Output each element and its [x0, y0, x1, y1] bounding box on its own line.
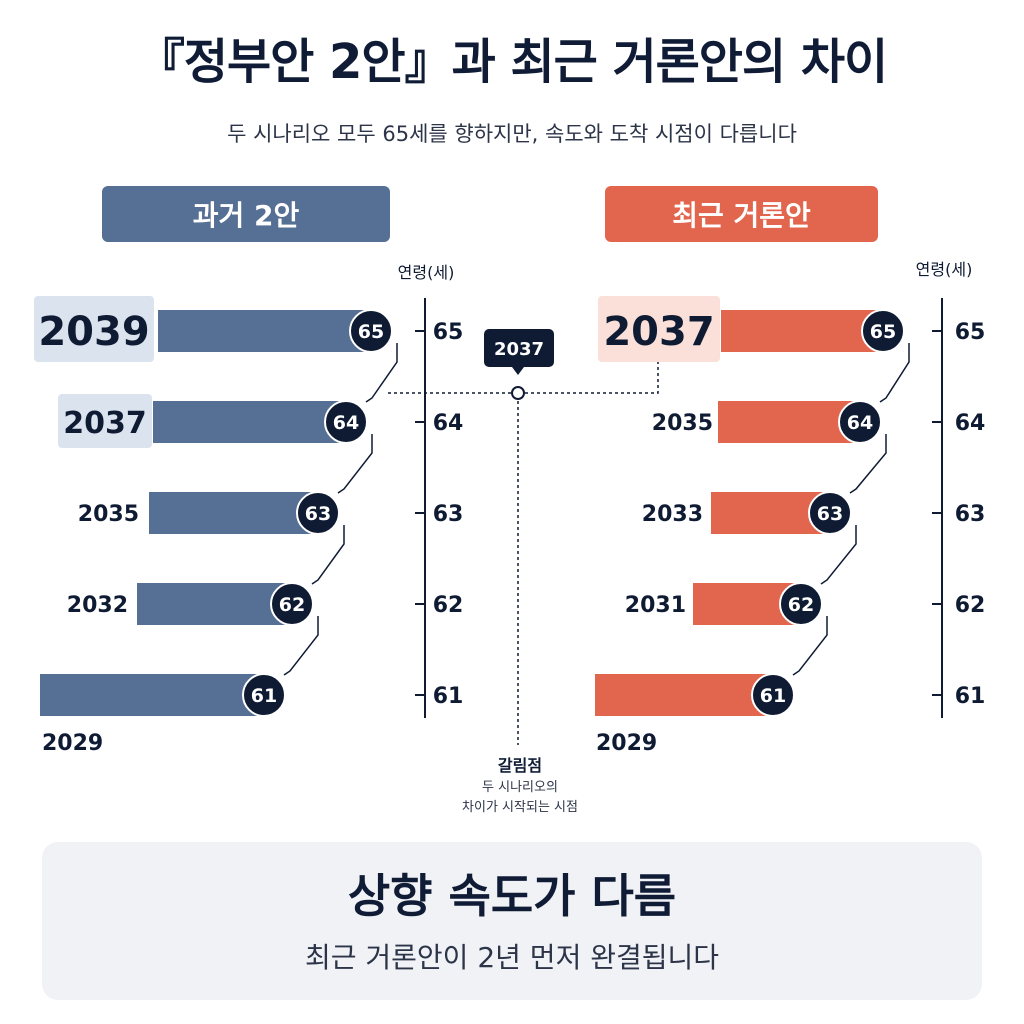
right-bar-2037	[721, 310, 887, 352]
divergence-line-right	[525, 362, 659, 394]
summary-subtitle: 최근 거론안이 2년 먼저 완결됩니다	[304, 941, 720, 974]
right-step-connector-1	[820, 525, 857, 585]
right-highlight-box-2037	[598, 296, 720, 362]
right-age-badge-label-2035: 64	[847, 412, 873, 434]
left-axis-label: 연령(세)	[398, 263, 455, 282]
left-year-label-2035: 2035	[78, 502, 139, 527]
left-age-badge-label-2037: 64	[333, 412, 359, 434]
right-year-label-2031: 2031	[625, 593, 686, 618]
left-age-badge-label-2035: 63	[305, 503, 331, 525]
divergence-note-line1: 두 시나리오의	[482, 780, 558, 795]
left-tick-label-63: 63	[433, 502, 464, 527]
right-step-connector-2	[849, 434, 887, 494]
left-age-badge-label-2039: 65	[358, 321, 384, 343]
page-subtitle: 두 시나리오 모두 65세를 향하지만, 속도와 도착 시점이 다릅니다	[227, 122, 797, 146]
right-year-label-2033: 2033	[642, 502, 703, 527]
left-bar-2035	[149, 492, 322, 534]
left-secondary-highlight-2037	[58, 394, 152, 448]
left-age-badge-2032	[270, 582, 314, 626]
page-title: 『정부안 2안』과 최근 거론안의 차이	[136, 34, 888, 90]
left-age-badge-2029	[242, 673, 286, 717]
right-age-badge-2031	[779, 582, 823, 626]
right-age-badge-label-2031: 62	[788, 594, 814, 616]
divergence-point-marker	[511, 386, 525, 400]
left-age-badge-2037	[324, 400, 368, 444]
right-step-connector-3	[879, 343, 910, 403]
left-step-connector-1	[311, 525, 345, 585]
right-age-badge-label-2037: 65	[870, 321, 896, 343]
left-year-label-2029: 2029	[42, 731, 103, 756]
divergence-bubble-pointer	[512, 367, 524, 375]
right-age-badge-label-2033: 63	[817, 503, 843, 525]
right-year-label-2029: 2029	[596, 731, 657, 756]
right-axis-label: 연령(세)	[916, 260, 973, 279]
left-tick-label-64: 64	[433, 411, 464, 436]
divergence-year-bubble	[484, 329, 554, 367]
left-age-badge-2039	[349, 309, 393, 353]
right-age-badge-label-2029: 61	[760, 685, 786, 707]
left-year-label-2032: 2032	[67, 593, 128, 618]
left-bar-2029	[40, 674, 268, 716]
left-tick-label-62: 62	[433, 593, 464, 618]
left-tick-label-61: 61	[433, 684, 464, 709]
left-highlight-box-2039	[34, 296, 154, 362]
right-age-badge-2037	[861, 309, 905, 353]
left-tick-label-65: 65	[433, 320, 464, 345]
right-step-connector-0	[792, 616, 828, 676]
right-age-badge-2035	[838, 400, 882, 444]
divergence-note-line2: 차이가 시작되는 시점	[462, 800, 578, 815]
right-age-badge-2033	[808, 491, 852, 535]
left-year-label-2037: 2037	[63, 406, 147, 441]
right-year-label-2037: 2037	[603, 309, 714, 355]
left-step-connector-3	[365, 343, 398, 403]
right-tick-label-61: 61	[955, 684, 986, 709]
right-panel-header: 최근 거론안	[605, 186, 878, 242]
right-age-badge-2029	[751, 673, 795, 717]
left-year-label-2039: 2039	[38, 309, 149, 355]
right-tick-label-62: 62	[955, 593, 986, 618]
left-age-badge-label-2029: 61	[251, 685, 277, 707]
left-step-connector-2	[337, 434, 373, 494]
divergence-year-label: 2037	[494, 339, 544, 360]
left-step-connector-0	[283, 616, 319, 676]
right-year-label-2035: 2035	[652, 411, 713, 436]
summary-box: 상향 속도가 다름 최근 거론안이 2년 먼저 완결됩니다	[42, 842, 982, 1000]
left-age-badge-label-2032: 62	[279, 594, 305, 616]
divergence-note: 두 시나리오의 차이가 시작되는 시점	[400, 778, 640, 818]
right-tick-label-65: 65	[955, 320, 986, 345]
left-panel-header: 과거 2안	[102, 186, 390, 242]
left-bar-2039	[158, 310, 375, 352]
divergence-title: 갈림점	[497, 756, 543, 775]
left-bar-2037	[153, 401, 350, 443]
right-tick-label-63: 63	[955, 502, 986, 527]
left-bar-2032	[137, 583, 296, 625]
summary-title: 상향 속도가 다름	[347, 869, 677, 923]
right-bar-2029	[595, 674, 777, 716]
left-age-badge-2035	[296, 491, 340, 535]
right-tick-label-64: 64	[955, 411, 986, 436]
comparison-chart: 연령(세) 61 62 63 64 65 2029 61 2032 62 2035 63 2037 64 2…	[34, 260, 986, 756]
